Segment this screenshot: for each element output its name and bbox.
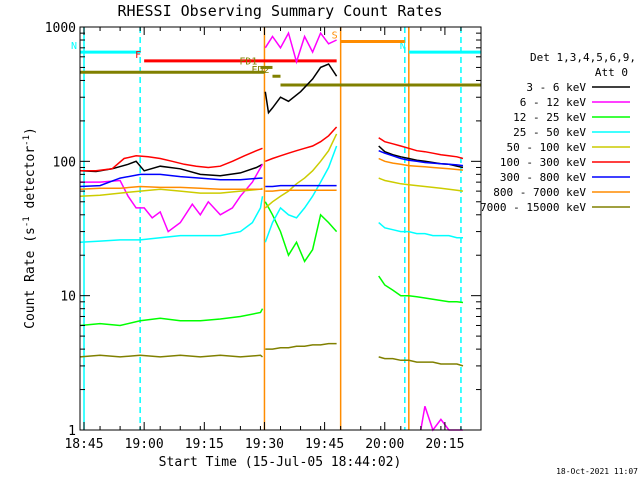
series-line (79, 173, 263, 188)
legend-label: 50 - 100 keV (507, 141, 587, 154)
flag-bar-label: FD1 (239, 56, 257, 67)
series-line (264, 133, 338, 209)
series-line (265, 342, 337, 350)
legend-label: 12 - 25 keV (513, 111, 586, 124)
flag-bar-label: N (400, 41, 406, 52)
flag-bar-label: F (135, 50, 141, 61)
series-line (264, 31, 337, 65)
series-line (79, 160, 263, 177)
x-tick-label: 19:15 (185, 437, 224, 452)
flag-bar-label: FD2 (251, 65, 269, 76)
y-axis: 1 10 100 1000 (45, 21, 481, 439)
series-line (378, 177, 464, 192)
legend-label: 3 - 6 keV (526, 81, 586, 94)
series-line (265, 126, 338, 162)
series-line (80, 163, 264, 233)
x-tick-label: 20:00 (365, 437, 404, 452)
x-tick-label: 19:00 (125, 437, 164, 452)
series-line (79, 196, 264, 243)
series-line (378, 150, 464, 167)
legend-label: 300 - 800 keV (500, 171, 586, 184)
series-line (79, 185, 263, 190)
legend: Det 1,3,4,5,6,9, Att 0 3 - 6 keV 6 - 12 k… (480, 51, 636, 214)
y-tick-label: 1000 (45, 21, 76, 36)
chart-title: RHESSI Observing Summary Count Rates (117, 2, 442, 20)
legend-header-line-2: Att 0 (595, 66, 628, 79)
legend-label: 800 - 7000 keV (493, 186, 586, 199)
y-tick-label: 100 (53, 155, 76, 170)
series-line (378, 275, 464, 304)
series-line (420, 406, 463, 432)
legend-label: 25 - 50 keV (513, 126, 586, 139)
series-line (378, 157, 464, 171)
x-tick-label: 20:15 (425, 437, 464, 452)
series-line (378, 356, 464, 367)
y-tick-label: 1 (68, 424, 76, 439)
series-line (79, 308, 264, 327)
series-line (79, 187, 263, 197)
series-line (264, 63, 338, 115)
x-axis-label: Start Time (15-Jul-05 18:44:02) (159, 455, 402, 470)
series-line (79, 354, 263, 358)
x-axis: 18:45 19:00 19:15 19:30 19:45 20:00 20:15 (64, 27, 482, 452)
x-tick-label: 18:45 (64, 437, 103, 452)
legend-label: 7000 - 15000 keV (480, 201, 586, 214)
timestamp: 18-Oct-2021 11:07 (556, 467, 638, 476)
legend-header-line-1: Det 1,3,4,5,6,9, (530, 51, 636, 64)
series-line (265, 184, 337, 188)
series-line (378, 222, 463, 239)
series-line (80, 147, 263, 172)
x-tick-label: 19:30 (245, 437, 284, 452)
series-line (264, 145, 338, 243)
legend-label: 6 - 12 keV (520, 96, 587, 109)
series-line (264, 201, 338, 263)
flag-bar-label: N (71, 41, 77, 52)
y-axis-label: Count Rate (s-1 detector-1) (22, 127, 38, 329)
series-line (378, 137, 464, 160)
x-tick-label: 19:45 (305, 437, 344, 452)
y-tick-label: 10 (60, 290, 76, 305)
series-line (265, 189, 337, 192)
flag-bar-label: S (332, 30, 338, 41)
legend-label: 100 - 300 keV (500, 156, 586, 169)
